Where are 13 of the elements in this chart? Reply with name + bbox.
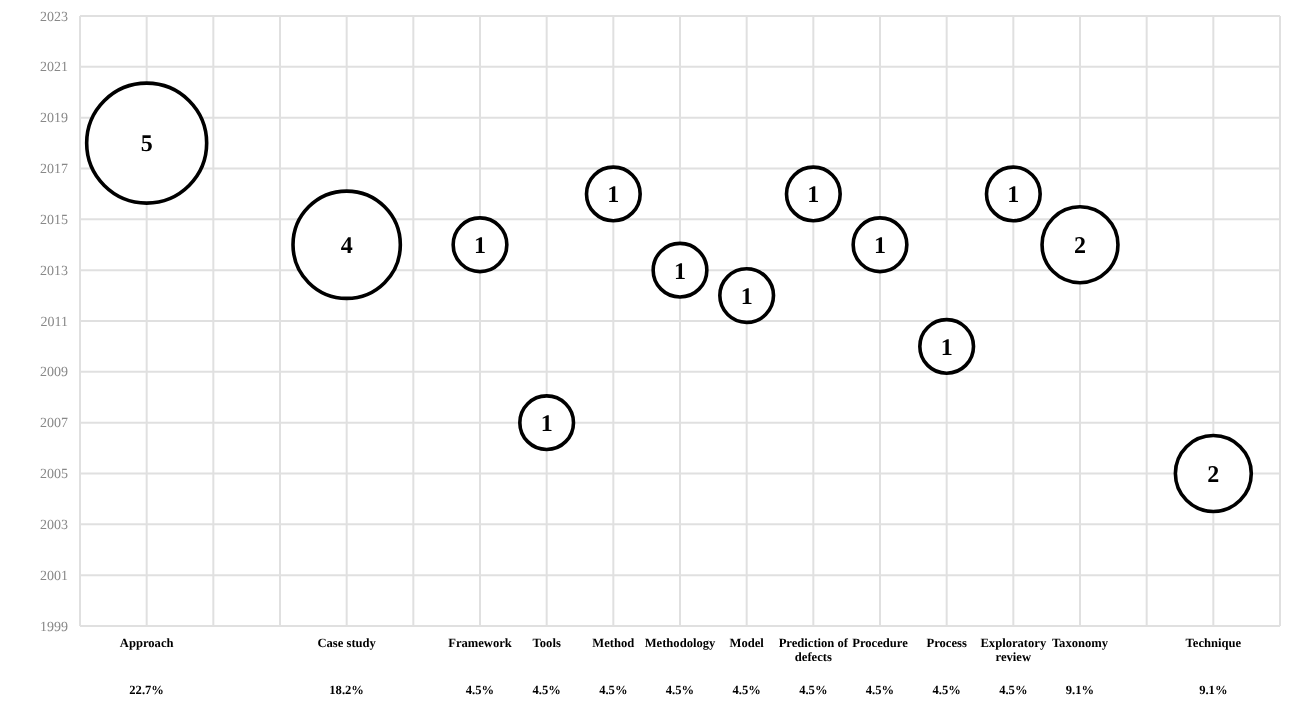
data-label: 1 (540, 409, 553, 438)
data-label: 4 (340, 231, 353, 260)
data-label: 1 (807, 180, 820, 209)
data-label: 1 (940, 332, 953, 361)
data-label: 1 (607, 180, 620, 209)
data-label: 2 (1074, 231, 1086, 260)
data-label: 5 (140, 129, 153, 158)
data-label: 1 (674, 256, 686, 285)
data-label: 1 (874, 231, 886, 260)
data-label: 1 (740, 281, 753, 310)
data-label: 2 (1207, 459, 1220, 488)
data-label: 1 (1007, 180, 1020, 209)
data-label: 1 (474, 231, 486, 260)
